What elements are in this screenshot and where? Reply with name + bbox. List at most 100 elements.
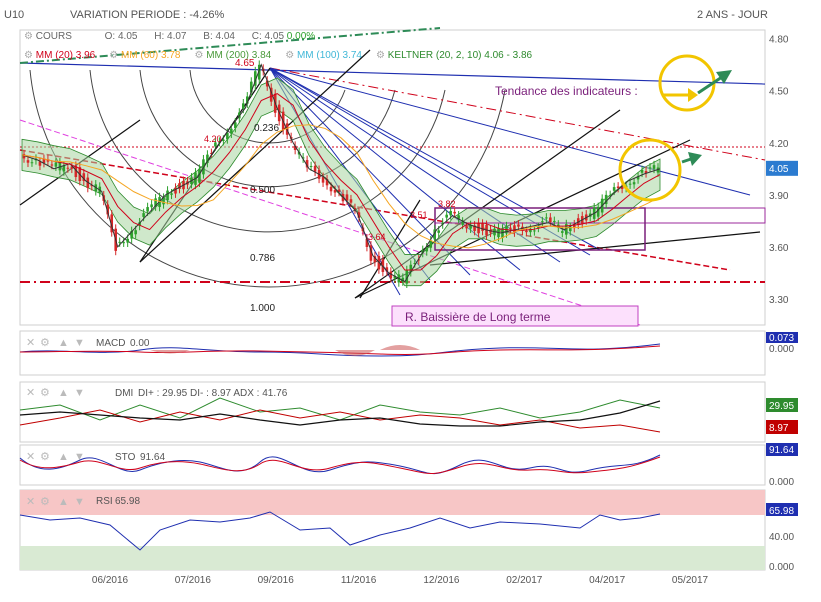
candle-body xyxy=(541,221,544,223)
x-tick-label: 05/2017 xyxy=(672,575,709,586)
arrow-up-icon[interactable]: ▲ xyxy=(58,337,69,349)
rsi-badge-bg xyxy=(766,503,798,516)
quote-label: COURS xyxy=(35,31,72,42)
arrow-down-icon[interactable]: ▼ xyxy=(74,496,85,508)
candle-body xyxy=(138,222,141,226)
tendance-label: Tendance des indicateurs : xyxy=(495,84,638,98)
candle-body xyxy=(465,226,468,229)
close-icon[interactable]: ✕ xyxy=(26,451,35,463)
candle-body xyxy=(517,224,520,227)
candle-body xyxy=(293,145,297,150)
period-selector[interactable]: 2 ANS - JOUR xyxy=(697,9,768,21)
rsi-zero: 0.000 xyxy=(769,562,794,573)
rsi-line xyxy=(19,511,661,551)
indicator-item[interactable]: ⚙ MM (200) 3.84 xyxy=(194,50,271,61)
fib-label-0: 0.236 xyxy=(254,123,279,134)
x-tick-label: 04/2017 xyxy=(589,575,626,586)
gear-icon[interactable]: ⚙ xyxy=(194,50,207,61)
quote-row: ⚙ COURS O: 4.05 H: 4.07 B: 4.04 C: 4.05 … xyxy=(24,31,315,42)
arrow-up-icon[interactable]: ▲ xyxy=(58,496,69,508)
macd-value: 0.00 xyxy=(130,338,150,349)
candle-body xyxy=(170,193,173,195)
candle-body xyxy=(437,230,440,233)
candle-body xyxy=(142,213,145,217)
candle-body xyxy=(162,197,165,205)
indicator-item[interactable]: ⚙ MM (60) 3.78 xyxy=(109,50,180,61)
arrow-down-icon[interactable]: ▼ xyxy=(74,451,85,463)
indicator-label: MM (20) xyxy=(35,50,76,61)
candle-body xyxy=(66,167,70,169)
rsi-40: 40.00 xyxy=(769,532,794,543)
candle-body xyxy=(549,217,552,223)
candle-body xyxy=(110,214,114,233)
candle-body xyxy=(533,230,536,232)
candle-body xyxy=(42,158,46,164)
dmi-panel xyxy=(19,381,766,443)
candle-body xyxy=(26,160,30,163)
candle-body xyxy=(337,189,341,192)
sto-zero: 0.000 xyxy=(769,477,794,488)
candle-body xyxy=(58,162,62,171)
candle-body xyxy=(385,267,389,272)
candle-body xyxy=(106,204,110,215)
x-tick-label: 06/2016 xyxy=(92,575,129,586)
gear-icon[interactable]: ⚙ xyxy=(40,387,50,399)
candle-body xyxy=(553,220,556,222)
candle-body xyxy=(230,128,233,134)
candle-body xyxy=(122,242,125,244)
candle-body xyxy=(126,238,129,243)
gear-icon[interactable]: ⚙ xyxy=(40,451,50,463)
dmi-plus-badge-bg xyxy=(766,398,798,412)
high-label: 4.65 xyxy=(235,58,255,69)
candle-body xyxy=(353,208,357,210)
indicator-item[interactable]: ⚙ MM (20) 3.96 xyxy=(24,50,95,61)
candle-body xyxy=(628,183,632,185)
rsi-label: RSI xyxy=(96,496,113,507)
candle-body xyxy=(345,194,349,201)
trend-dashdot-line xyxy=(269,67,766,161)
long-trend-line xyxy=(19,62,766,85)
arrow-up-icon[interactable]: ▲ xyxy=(58,387,69,399)
candle-body xyxy=(301,157,305,159)
arrow-down-icon[interactable]: ▼ xyxy=(74,337,85,349)
gear-icon[interactable]: ⚙ xyxy=(40,496,50,508)
macd-zero: 0.000 xyxy=(769,344,794,355)
panel-controls: ✕ ⚙ ▲ ▼ ✕ ⚙ ▲ ▼ ✕ ⚙ ▲ ▼ ✕ ⚙ ▲ ▼ xyxy=(26,337,85,508)
trend-arrowhead-up xyxy=(716,70,732,84)
trend-arrow-up xyxy=(697,75,723,95)
bearish-channel-label: R. Baissière de Long terme xyxy=(405,310,551,324)
rsi-badge: 65.98 xyxy=(769,506,794,517)
arrow-down-icon[interactable]: ▼ xyxy=(74,387,85,399)
gear-icon[interactable]: ⚙ xyxy=(40,337,50,349)
candle-body xyxy=(357,212,361,218)
keltner-band xyxy=(21,77,661,287)
dmi-values: DI+ : 29.95 DI- : 8.97 ADX : 41.76 xyxy=(138,388,288,399)
level-label-3: 3.51 xyxy=(410,210,428,220)
candle-body xyxy=(333,190,337,193)
indicator-item[interactable]: ⚙ MM (100) 3.74 xyxy=(285,50,362,61)
current-price-badge xyxy=(766,160,798,176)
gear-icon[interactable]: ⚙ xyxy=(109,50,121,61)
candle-body xyxy=(62,165,66,172)
indicator-item[interactable]: ⚙ KELTNER (20, 2, 10) 4.06 - 3.86 xyxy=(376,50,532,61)
indicator-label: MM (60) xyxy=(120,50,161,61)
bearish-channel-box xyxy=(391,305,639,327)
candle-body xyxy=(210,152,213,154)
y-tick-label: 3.60 xyxy=(769,243,789,254)
candle-body xyxy=(429,240,433,248)
close-icon[interactable]: ✕ xyxy=(26,337,35,349)
gear-icon[interactable]: ⚙ xyxy=(24,31,33,42)
gear-icon[interactable]: ⚙ xyxy=(24,50,36,61)
candle-body xyxy=(54,162,58,167)
candle-body xyxy=(481,223,484,231)
close-icon[interactable]: ✕ xyxy=(26,387,35,399)
arrow-up-icon[interactable]: ▲ xyxy=(58,451,69,463)
candle-body xyxy=(568,226,572,232)
dmi-minus-badge: 8.97 xyxy=(769,423,789,434)
candle-body xyxy=(381,259,385,272)
gear-icon[interactable]: ⚙ xyxy=(285,50,297,61)
close-icon[interactable]: ✕ xyxy=(26,496,35,508)
gear-icon[interactable]: ⚙ xyxy=(376,50,388,61)
macd-label: MACD xyxy=(96,338,125,349)
